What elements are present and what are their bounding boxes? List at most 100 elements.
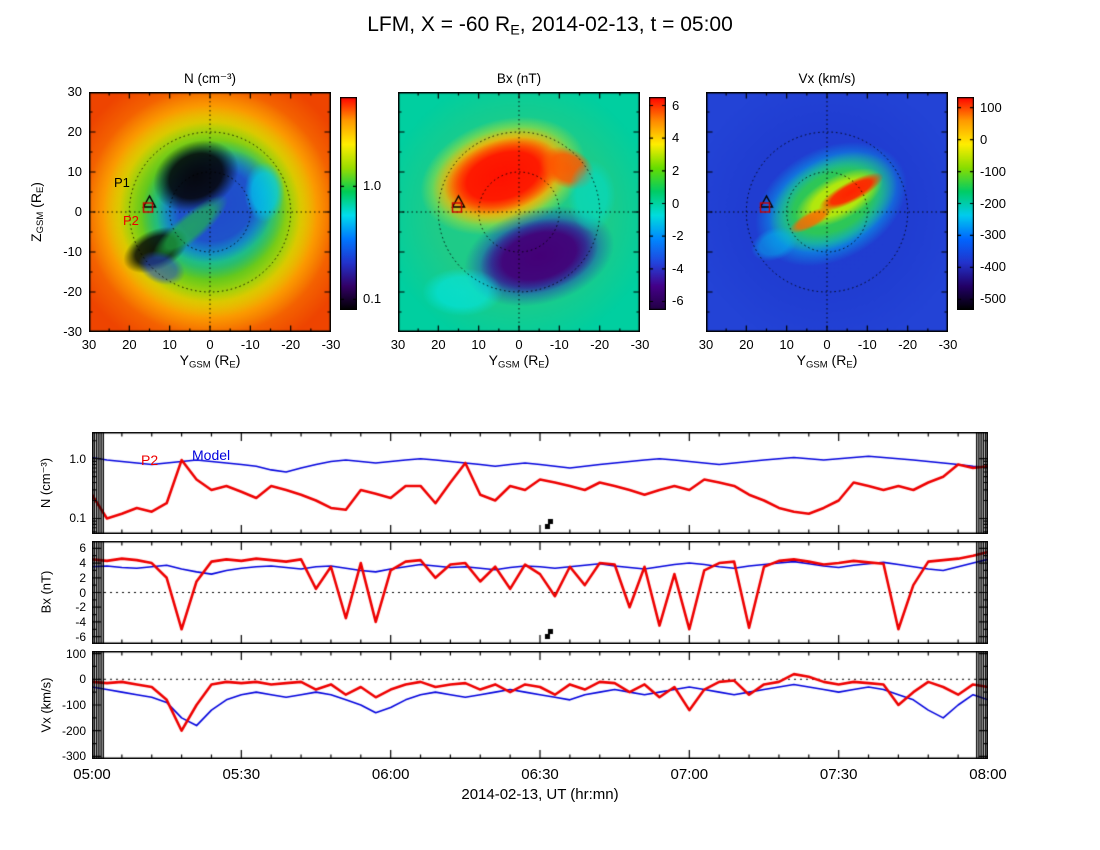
map-x-tick-label: -30 <box>630 337 650 352</box>
axis-text: ) <box>27 182 44 187</box>
figure-title: LFM, X = -60 RE, 2014-02-13, t = 05:00 <box>367 13 733 39</box>
colorbar-tick-label: 2 <box>672 162 680 178</box>
timeseries-y-tick-label: 0.1 <box>69 511 86 526</box>
map-x-tick-label: 30 <box>698 337 714 352</box>
map-y-tick-label: 30 <box>67 84 82 99</box>
time-tick-label: 07:30 <box>819 766 858 783</box>
map-x-tick-label: 10 <box>471 337 486 352</box>
colorbar-tick-label: -400 <box>980 259 1007 275</box>
axis-subscript: E <box>229 359 236 371</box>
map-x-tick-label: -20 <box>898 337 918 352</box>
time-tick-label: 05:30 <box>222 766 261 783</box>
map-x-tick-label: 20 <box>431 337 446 352</box>
map-x-tick-label: -10 <box>857 337 877 352</box>
colorbar-tick-label: -300 <box>980 227 1007 243</box>
timeseries-y-tick-label: -200 <box>61 723 86 738</box>
title-subscript: E <box>510 22 520 39</box>
timeseries-y-tick-label: 2 <box>79 570 86 585</box>
map-y-tick-label: -20 <box>63 284 82 299</box>
colorbar-tick-label: -500 <box>980 291 1007 307</box>
p2-marker-label: P2 <box>123 213 139 228</box>
axis-text: (R <box>27 193 44 212</box>
colorbar-tick-label: 1.0 <box>363 178 382 194</box>
map-x-tick-label: 10 <box>162 337 177 352</box>
colorbar-tick-label: -6 <box>672 293 684 309</box>
timeseries-y-tick-label: -2 <box>75 600 86 615</box>
time-tick-label: 07:00 <box>670 766 709 783</box>
bx-timeseries-panel <box>92 541 988 644</box>
map-x-tick-label: 30 <box>81 337 97 352</box>
time-tick-label: 05:00 <box>73 766 111 783</box>
time-tick-label: 06:00 <box>371 766 410 783</box>
n-heatmap <box>89 92 331 332</box>
timeseries-y-tick-label: -300 <box>61 749 86 764</box>
z-axis-label: ZGSM (RE) <box>28 182 46 242</box>
map-x-tick-label: 20 <box>122 337 137 352</box>
colorbar-tick-label: 0 <box>980 131 988 147</box>
axis-subscript: E <box>35 186 47 194</box>
n-timeseries-panel <box>92 432 988 534</box>
colorbar-tick-label: 100 <box>980 99 1002 115</box>
timeseries-y-tick-label: 4 <box>79 556 86 571</box>
map-x-tick-label: -10 <box>549 337 569 352</box>
colorbar-tick-label: 0 <box>672 195 680 211</box>
vx-map-x-axis-label: YGSM (RE) <box>797 352 858 370</box>
axis-subscript: E <box>846 359 853 371</box>
colorbar-tick-label: 0.1 <box>363 291 382 307</box>
time-tick-label: 08:00 <box>969 766 1007 783</box>
n-panel-y-label: N (cm⁻³) <box>38 457 53 509</box>
map-y-tick-label: -30 <box>63 324 82 339</box>
colorbar-tick-label: -4 <box>672 260 684 276</box>
axis-text: Z <box>27 233 44 242</box>
timeseries-y-tick-label: 0 <box>79 585 86 600</box>
axis-text: Y <box>179 352 189 368</box>
colorbar-tick-label: 6 <box>672 97 680 113</box>
axis-text: ) <box>852 352 858 368</box>
time-axis-label: 2014-02-13, UT (hr:mn) <box>461 786 619 803</box>
timeseries-y-tick-label: 0 <box>79 672 86 687</box>
map-x-tick-label: -30 <box>938 337 958 352</box>
title-text: LFM, X = -60 R <box>367 13 511 36</box>
axis-text: Y <box>796 352 806 368</box>
map-y-tick-label: 20 <box>67 124 82 139</box>
map-x-tick-label: -30 <box>321 337 341 352</box>
timeseries-y-tick-label: 100 <box>65 646 86 661</box>
time-tick-label: 06:30 <box>521 766 559 783</box>
map-x-tick-label: -20 <box>281 337 301 352</box>
n-colorbar <box>340 97 357 310</box>
colorbar-tick-label: 4 <box>672 130 680 146</box>
n-map-x-axis-label: YGSM (RE) <box>180 352 241 370</box>
colorbar-tick-label: -2 <box>672 228 684 244</box>
axis-subscript: GSM <box>188 359 211 371</box>
title-text-2: , 2014-02-13, t = 05:00 <box>519 13 733 36</box>
timeseries-y-tick-label: -100 <box>61 698 86 712</box>
p1-marker-label: P1 <box>114 175 130 190</box>
bx-panel-y-label: Bx (nT) <box>38 570 54 614</box>
timeseries-y-tick-label: 1.0 <box>69 451 86 466</box>
bx-colorbar <box>649 97 666 310</box>
bx-map-x-axis-label: YGSM (RE) <box>489 352 550 370</box>
axis-subscript: E <box>538 359 545 371</box>
map-x-tick-label: 0 <box>823 337 831 352</box>
axis-text: (R <box>519 352 539 368</box>
map-x-tick-label: 0 <box>206 337 214 352</box>
vx-map-title: Vx (km/s) <box>798 71 856 86</box>
n-map-title: N (cm⁻³) <box>183 71 237 86</box>
map-x-tick-label: -10 <box>240 337 260 352</box>
vx-heatmap <box>706 92 948 332</box>
legend-p2: P2 <box>141 452 159 468</box>
axis-text: Y <box>488 352 498 368</box>
map-y-tick-label: 0 <box>74 204 82 219</box>
map-x-tick-label: -20 <box>590 337 610 352</box>
vx-timeseries-panel <box>92 651 988 759</box>
axis-text: (R <box>827 352 847 368</box>
axis-text: (R <box>210 352 230 368</box>
colorbar-tick-label: -100 <box>980 163 1007 179</box>
timeseries-y-tick-label: 6 <box>79 541 86 556</box>
map-x-tick-label: 30 <box>390 337 406 352</box>
map-y-tick-label: -10 <box>63 244 82 259</box>
axis-subscript: GSM <box>805 359 828 371</box>
map-x-tick-label: 20 <box>739 337 754 352</box>
legend-model: Model <box>192 447 231 463</box>
